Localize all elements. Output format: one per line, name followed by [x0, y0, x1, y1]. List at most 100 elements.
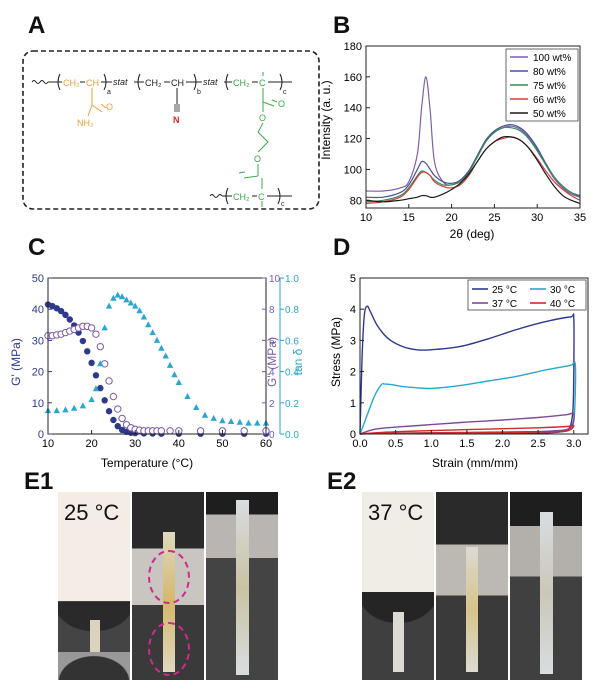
panel-label-b: B [333, 12, 351, 39]
panel-label-e1: E1 [24, 468, 54, 495]
pegda-ch2: CH₂ [233, 78, 250, 88]
dma-tan-delta-point [118, 293, 126, 300]
sample-strip [90, 620, 100, 672]
dma-mid-tick-label: 10 [269, 274, 281, 285]
dma-x-axis-label: Temperature (°C) [101, 456, 193, 470]
xrd-y-axis-label: Intensity (a. u.) [319, 80, 333, 159]
dma-x-tick-label: 30 [129, 438, 141, 450]
acrylamide-ch2: CH₂ [63, 78, 80, 88]
xrd-x-tick-label: 15 [403, 212, 415, 224]
dma-x-tick-label: 60 [260, 438, 272, 450]
dma-left-tick-label: 50 [32, 273, 44, 285]
xrd-x-axis-label: 2θ (deg) [450, 227, 495, 241]
dma-storage-modulus-point [92, 372, 100, 379]
dma-tan-delta-point [149, 329, 156, 336]
stress-strain-x-tick-label: 3.0 [566, 438, 581, 450]
stress-strain-y-tick-label: 4 [350, 304, 356, 316]
dma-loss-modulus-point [166, 427, 174, 435]
stress-strain-legend-box [467, 279, 587, 311]
dma-storage-modulus-point [101, 397, 108, 404]
dma-tan-delta-point [236, 418, 244, 425]
photo-e1-3 [206, 492, 278, 680]
dma-tan-delta-point [136, 307, 143, 314]
stat-label-2: stat [203, 77, 218, 87]
stress-strain-legend-label: 25 °C [492, 285, 517, 296]
dma-left-tick-label: 30 [32, 335, 44, 347]
panel-label-c: C [28, 234, 46, 261]
xrd-legend-label: 50 wt% [533, 109, 566, 120]
dma-mid-tick-label: 0 [269, 430, 275, 441]
stress-strain-x-tick-label: 0.0 [352, 438, 367, 450]
dma-x-tick-label: 10 [42, 438, 54, 450]
xrd-y-tick-label: 160 [344, 72, 362, 84]
xrd-x-tick-label: 30 [531, 212, 543, 224]
stress-strain-y-axis-label: Stress (MPa) [329, 317, 343, 387]
xrd-x-tick-label: 10 [360, 212, 372, 224]
dma-tan-delta-point [245, 419, 252, 426]
pegda-o-carbonyl: O [278, 99, 285, 109]
xrd-x-tick-label: 25 [488, 212, 500, 224]
dma-right-axis-label: tan δ [291, 348, 304, 375]
dma-right-tick-label: 1.0 [285, 274, 299, 285]
dma-left-tick-label: 40 [32, 304, 44, 316]
dma-right-tick-label: 0.4 [285, 368, 299, 379]
dma-storage-modulus-point [110, 416, 117, 424]
dma-tan-delta-point [193, 403, 200, 410]
stat-label-1: stat [113, 77, 128, 87]
dma-tan-delta-point [184, 393, 191, 400]
dma-tan-delta-point [105, 302, 113, 309]
dma-loss-modulus-point [109, 392, 118, 401]
stress-strain-legend-label: 37 °C [492, 299, 517, 310]
pegda-c: C [259, 78, 266, 88]
dma-loss-modulus-point [105, 377, 113, 385]
dma-left-tick-label: 10 [32, 398, 44, 410]
dma-mid-tick-label: 2 [269, 399, 275, 410]
dma-storage-modulus-point [97, 384, 104, 392]
dma-x-tick-label: 50 [216, 438, 228, 450]
e1-temperature-label: 25 °C [64, 500, 120, 525]
dma-loss-modulus-point [87, 324, 96, 332]
photo-e2-1 [362, 492, 434, 680]
dma-chart: 10 20 30 40 50 600102030405002468100.00.20.40… [9, 273, 304, 470]
dma-tan-delta-point [92, 385, 100, 392]
nitrile-ch2: CH₂ [145, 78, 162, 88]
dma-tan-delta-point [227, 418, 235, 425]
dma-storage-modulus-point [114, 423, 121, 430]
xrd-y-tick-label: 100 [344, 164, 362, 176]
necking-highlight-lower [148, 622, 190, 676]
necking-highlight-upper [148, 550, 190, 604]
panel-label-e2: E2 [327, 468, 357, 495]
photo-e2-2 [436, 492, 508, 680]
clamp-lower [58, 652, 130, 680]
photo-e1-1 [58, 492, 130, 680]
stress-strain-plot-area: 0.0 0.5 1.0 1.5 2.0 2.5 3.0 0 1 2 3 4 5 25 °C 30 °C 37 … [350, 273, 589, 450]
sample-strip [236, 500, 249, 675]
photo-e2-3 [510, 492, 582, 680]
dma-right-tick-label: 0.0 [285, 430, 299, 441]
xrd-legend: 100 wt% 80 wt% 75 wt% 66 wt% 50 wt% [505, 48, 579, 122]
pegda-o-ester: O [259, 113, 266, 123]
dma-tan-delta-point [79, 402, 87, 409]
stress-strain-x-tick-label: 0.5 [388, 438, 403, 450]
dma-storage-modulus-point [84, 348, 91, 355]
dma-loss-modulus-point [157, 427, 166, 435]
dma-storage-modulus-point [105, 408, 113, 415]
dma-loss-modulus-point [196, 427, 205, 435]
pegda-ch2-lower: CH₂ [233, 192, 250, 202]
stress-strain-x-tick-label: 1.5 [459, 438, 474, 450]
pegda-o-ether: O [254, 154, 261, 164]
xrd-y-tick-label: 180 [344, 41, 362, 53]
dma-right-tick-label: 0.8 [285, 305, 299, 316]
stress-strain-y-tick-label: 0 [350, 429, 356, 441]
subscript-b: b [197, 89, 201, 96]
stress-strain-x-tick-label: 1.0 [424, 438, 439, 450]
chemical-structure: CH₂ CH a O NH₂ stat CH₂ CH b N stat CH₂ … [22, 50, 320, 210]
xrd-series-line [365, 124, 581, 199]
dma-loss-modulus-point [114, 405, 122, 413]
stress-strain-legend: 25 °C 30 °C 37 °C 40 °C [467, 279, 587, 311]
chain-start-wave [31, 80, 49, 84]
stress-strain-y-tick-label: 2 [350, 367, 356, 379]
dma-tan-delta-point [70, 404, 78, 411]
structure-dashed-frame [22, 50, 320, 210]
dma-plot-frame [47, 277, 267, 435]
